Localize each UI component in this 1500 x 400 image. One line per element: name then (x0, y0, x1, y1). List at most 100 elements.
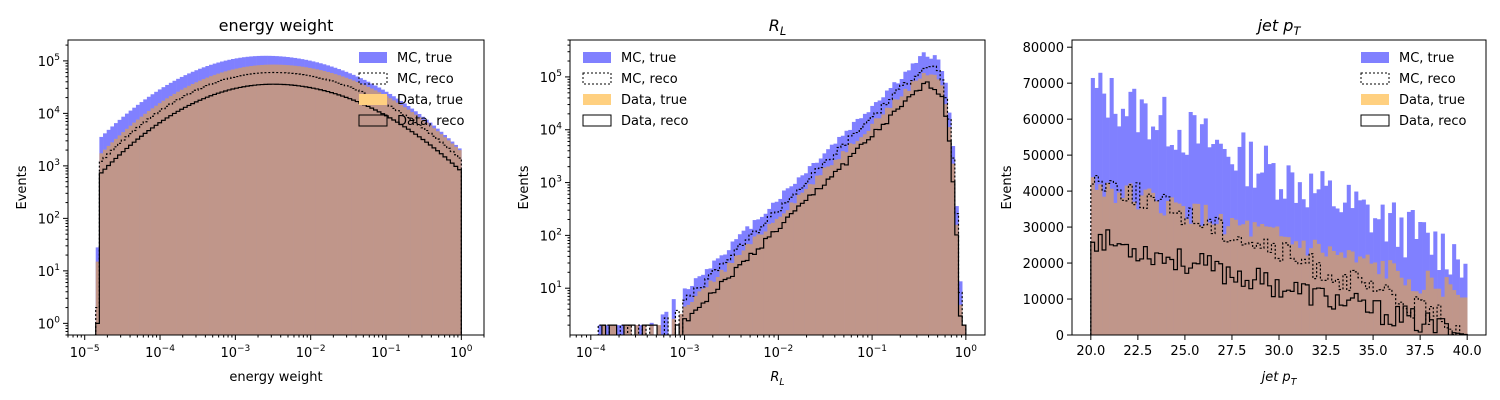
x-tick-label: 100 (955, 344, 978, 361)
data-true-bar (840, 151, 845, 335)
data-true-bar (1105, 182, 1110, 335)
data-true-bar (1098, 184, 1103, 335)
legend-label: MC, true (397, 51, 452, 66)
data-true-bar (851, 144, 856, 335)
data-true-bar (745, 244, 750, 335)
data-true-bar (826, 166, 831, 335)
data-true-bar (274, 64, 279, 335)
data-true-bar (1282, 236, 1287, 335)
data-true-bar (205, 77, 210, 335)
data-true-bar (1245, 220, 1250, 335)
x-tick-label: 10−3 (670, 344, 700, 361)
x-tick-label: 35.0 (1359, 344, 1388, 359)
data-true-bar (609, 325, 614, 335)
chart-title: jet pT (1256, 16, 1302, 38)
y-tick-label: 103 (38, 158, 60, 175)
mc-true-bar (616, 325, 621, 335)
data-true-bar (910, 81, 915, 335)
y-tick-label: 80000 (1023, 41, 1064, 56)
mc-reco-step-line (597, 65, 967, 335)
legend: MC, true MC, reco Data, true Data, reco (582, 51, 689, 129)
data-true-bar (1120, 198, 1125, 335)
data-true-bar (1090, 177, 1095, 335)
y-tick-label: 30000 (1023, 221, 1064, 236)
data-true-bar (216, 73, 221, 335)
data-true-bar (443, 137, 448, 335)
data-true-bar (1132, 201, 1137, 335)
data-true-bar (1211, 224, 1216, 335)
data-true-bar (704, 287, 709, 335)
data-true-bar (1331, 251, 1336, 335)
data-true-bar (881, 114, 886, 335)
mc-true-bar (1422, 222, 1427, 335)
plot-area (1090, 72, 1468, 335)
data-true-bar (95, 261, 100, 335)
legend-label: Data, true (397, 93, 463, 108)
data-true-bar (844, 152, 849, 335)
data-true-bar (293, 65, 298, 335)
data-true-bar (435, 131, 440, 335)
mc-true-bar (1414, 238, 1419, 335)
data-true-bar (1406, 279, 1412, 335)
mc-reco-step-line (95, 71, 462, 335)
data-true-bar (267, 64, 272, 335)
data-true-bar (873, 118, 878, 335)
data-true-bar (190, 84, 195, 335)
x-tick-label: 32.5 (1312, 344, 1341, 359)
data-true-bar (432, 128, 437, 335)
data-true-bar (1452, 290, 1457, 335)
data-true-bar (1342, 257, 1348, 335)
data-true-bar (1263, 226, 1269, 335)
x-tick-label: 40.0 (1453, 344, 1482, 359)
data-true-bar (388, 98, 393, 335)
data-true-bar (1388, 260, 1393, 335)
mc-true-bar (1452, 244, 1457, 335)
legend: MC, true MC, reco Data, true Data, reco (1360, 51, 1467, 129)
data-true-bar (1154, 201, 1159, 335)
legend-swatch (582, 72, 612, 85)
data-true-bar (1286, 237, 1291, 335)
data-true-bar (921, 73, 926, 335)
data-true-bar (771, 222, 775, 335)
data-true-bar (227, 70, 232, 335)
data-true-bar (168, 96, 173, 335)
data-true-bar (161, 100, 166, 335)
y-tick-label: 10000 (1023, 293, 1064, 308)
data-true-bar (1139, 195, 1144, 335)
data-true-bar (103, 149, 107, 335)
data-true-bar (1143, 189, 1148, 335)
data-true-bar (804, 189, 809, 335)
data-true-bar (1248, 236, 1253, 335)
data-true-bar (958, 304, 963, 335)
data-true-bar (943, 104, 948, 335)
y-tick-label: 103 (540, 175, 562, 192)
data-true-bar (1312, 239, 1317, 335)
data-true-bar (1339, 252, 1344, 335)
data-true-bar (741, 250, 746, 335)
data-true-bar (601, 325, 606, 335)
data-true-bar (1365, 254, 1370, 335)
legend-label: MC, true (621, 51, 676, 66)
data-true-bar (730, 262, 735, 335)
data-true-bar (256, 65, 261, 335)
data-true-bar (1279, 236, 1284, 335)
x-tick-label: 10−1 (371, 344, 401, 361)
data-true-bar (1207, 222, 1212, 335)
data-true-bar (686, 304, 691, 335)
data-true-bar (366, 86, 371, 335)
legend-label: Data, true (621, 93, 687, 108)
data-true-bar (1403, 285, 1408, 335)
data-true-bar (311, 68, 316, 335)
data-true-bar (1433, 288, 1438, 335)
axes-frame (67, 39, 485, 336)
chart-title: RL (769, 16, 787, 38)
mc-true-bar (664, 311, 669, 335)
data-true-bar (1237, 225, 1242, 335)
data-true-bar (671, 318, 676, 335)
legend-swatch (1360, 72, 1390, 85)
data-true-bar (285, 65, 290, 335)
data-true-bar (748, 244, 753, 335)
data-true-bar (877, 118, 882, 335)
data-true-bar (296, 66, 301, 335)
data-true-bar (395, 102, 400, 335)
